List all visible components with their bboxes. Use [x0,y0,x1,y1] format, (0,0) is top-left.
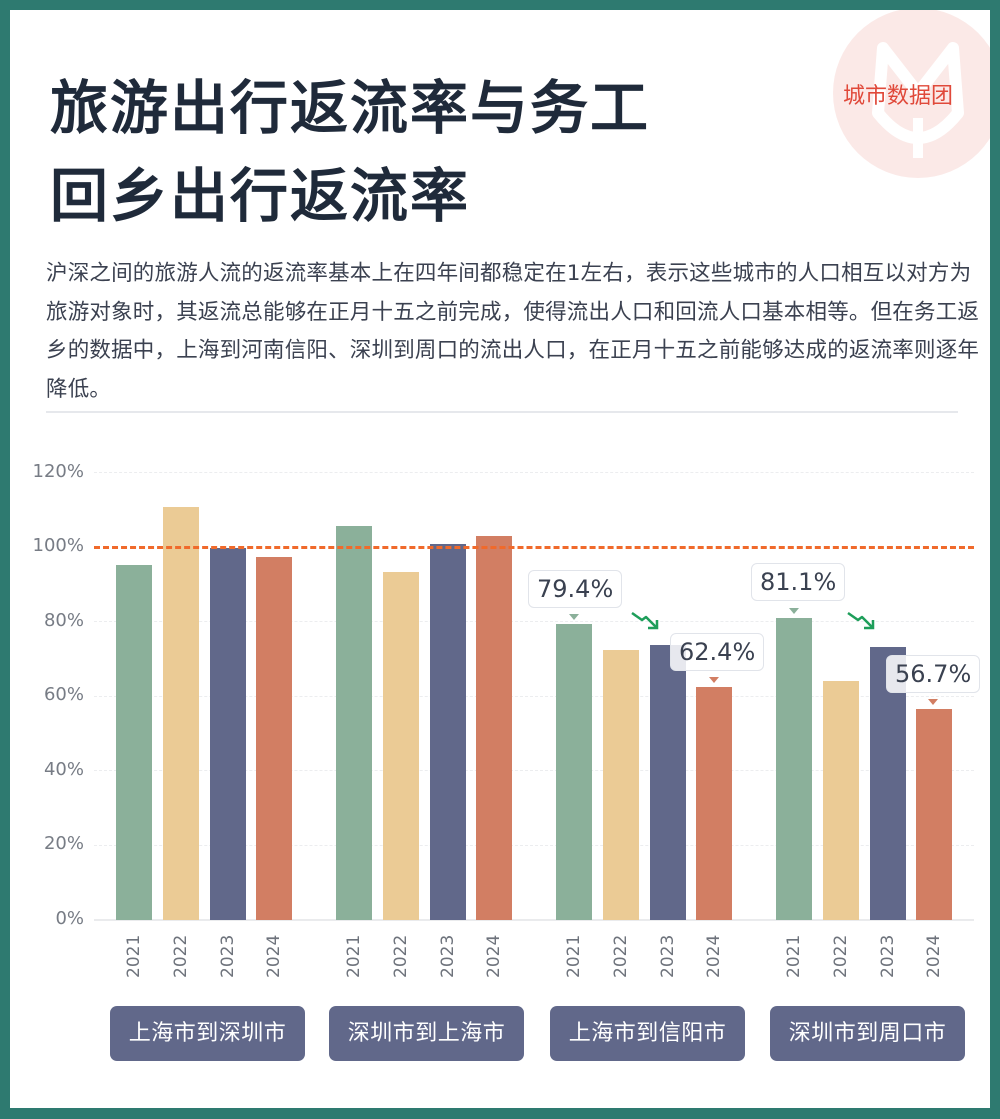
x-axis-baseline [94,919,974,921]
group-label-shenzhen-zhoukou: 深圳市到周口市 [770,1006,965,1061]
x-label-g3-2021: 2021 [564,934,584,978]
title-line-1: 旅游出行返流率与务工 [50,74,651,142]
downtrend-arrow-icon [631,611,659,630]
bar-g3-2022 [603,650,639,920]
bar-g3-2023 [650,645,686,920]
x-label-g1-2022: 2022 [171,934,191,978]
bar-g2-2023 [430,544,466,920]
gridline-60 [94,696,974,697]
x-label-g4-2023: 2023 [878,934,898,978]
x-label-g3-2022: 2022 [611,934,631,978]
bar-g4-2022 [823,681,859,920]
bar-g1-2024 [256,557,292,920]
y-tick-0: 0% [55,908,84,929]
callout-g4-2024: 56.7% [886,655,981,693]
downtrend-arrow-icon [847,611,875,630]
x-label-g3-2024: 2024 [704,934,724,978]
group-label-shanghai-xinyang: 上海市到信阳市 [550,1006,745,1061]
x-label-g4-2024: 2024 [924,934,944,978]
x-label-g1-2021: 2021 [124,934,144,978]
bar-g1-2022 [163,507,199,920]
bar-g3-2021 [556,624,592,920]
y-tick-20: 20% [43,833,84,854]
x-label-g2-2024: 2024 [484,934,504,978]
y-tick-100: 100% [32,535,84,556]
bar-g2-2024 [476,536,512,920]
bar-g4-2024 [916,709,952,920]
watermark-logo [833,10,990,178]
infographic-card: 城市数据团 旅游出行返流率与务工 回乡出行返流率 沪深之间的旅游人流的返流率基本… [10,10,990,1108]
y-tick-40: 40% [43,759,84,780]
callout-pointer [789,608,799,614]
bar-g2-2021 [336,526,372,920]
x-label-g2-2023: 2023 [438,934,458,978]
description-paragraph: 沪深之间的旅游人流的返流率基本上在四年间都稳定在1左右，表示这些城市的人口相互以… [46,261,980,402]
bar-g1-2021 [116,565,152,920]
callout-pointer [928,699,938,705]
y-tick-120: 120% [32,461,84,482]
callout-g4-2021: 81.1% [751,563,846,601]
page-title: 旅游出行返流率与务工 回乡出行返流率 [50,64,650,240]
group-label-shenzhen-shanghai: 深圳市到上海市 [329,1006,524,1061]
callout-g3-2021: 79.4% [528,570,623,608]
gridline-120 [94,472,974,473]
callout-g3-2024: 62.4% [670,633,765,671]
divider [46,411,958,413]
x-label-g3-2023: 2023 [658,934,678,978]
brand-watermark: 城市数据团 [843,84,954,109]
cat-logo-icon [872,42,964,158]
x-label-g1-2023: 2023 [218,934,238,978]
y-tick-80: 80% [43,610,84,631]
gridline-20 [94,845,974,846]
title-line-2: 回乡出行返流率 [50,162,471,230]
x-label-g1-2024: 2024 [264,934,284,978]
reference-line-100 [94,546,974,549]
x-label-g4-2021: 2021 [784,934,804,978]
bar-g3-2024 [696,687,732,920]
x-label-g2-2021: 2021 [344,934,364,978]
gridline-40 [94,770,974,771]
bar-g1-2023 [210,548,246,920]
group-label-shanghai-shenzhen: 上海市到深圳市 [110,1006,305,1061]
x-label-g2-2022: 2022 [391,934,411,978]
gridline-80 [94,621,974,622]
x-label-g4-2022: 2022 [831,934,851,978]
bar-g4-2021 [776,618,812,920]
bar-g2-2022 [383,572,419,920]
y-tick-60: 60% [43,684,84,705]
callout-pointer [569,614,579,620]
callout-pointer [709,677,719,683]
